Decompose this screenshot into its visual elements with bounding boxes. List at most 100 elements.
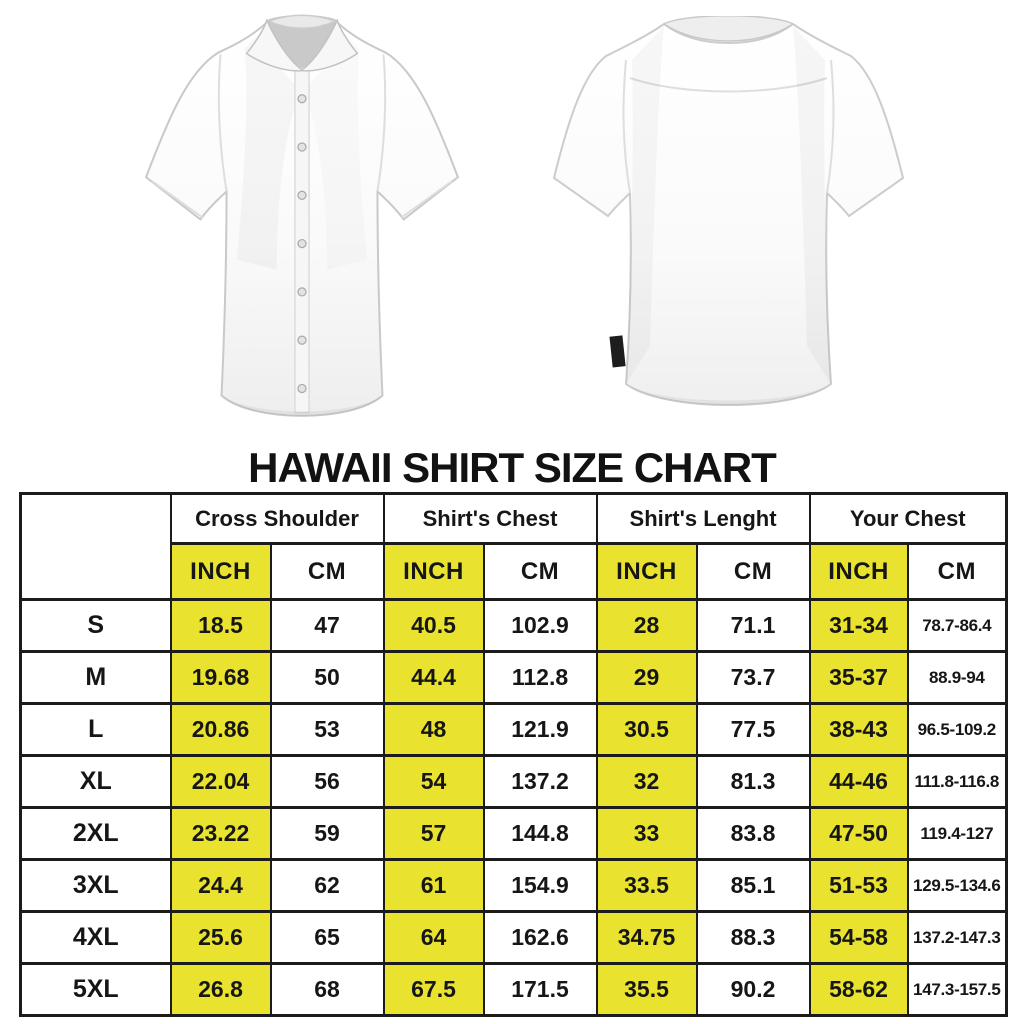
value-cell: 34.75	[595, 910, 698, 965]
value-cell: 19.68	[169, 650, 272, 705]
value-cell: 77.5	[695, 702, 811, 757]
value-cell: 29	[595, 650, 698, 705]
table-row-xl: XL 22.04 56 54 137.2 32 81.3 44-46 111.8…	[19, 754, 1008, 809]
unit-header-inch: INCH	[808, 542, 909, 601]
size-cell: M	[19, 650, 172, 705]
size-chart-table: Cross Shoulder Shirt's Chest Shirt's Len…	[19, 492, 1009, 1017]
unit-header-cm: CM	[482, 542, 598, 601]
value-cell: 59	[269, 806, 385, 861]
value-cell: 90.2	[695, 962, 811, 1017]
value-cell: 54	[382, 754, 485, 809]
value-cell: 162.6	[482, 910, 598, 965]
value-cell: 147.3-157.5	[906, 962, 1008, 1017]
value-cell: 71.1	[695, 598, 811, 653]
value-cell: 58-62	[808, 962, 909, 1017]
value-cell: 111.8-116.8	[906, 754, 1008, 809]
value-cell: 68	[269, 962, 385, 1017]
value-cell: 73.7	[695, 650, 811, 705]
unit-header-cm: CM	[269, 542, 385, 601]
value-cell: 81.3	[695, 754, 811, 809]
size-cell: 5XL	[19, 962, 172, 1017]
hem-tag	[609, 335, 626, 368]
value-cell: 88.9-94	[906, 650, 1008, 705]
shirt-buttons	[297, 94, 307, 394]
value-cell: 65	[269, 910, 385, 965]
value-cell: 18.5	[169, 598, 272, 653]
corner-cell	[19, 492, 172, 601]
value-cell: 33	[595, 806, 698, 861]
value-cell: 53	[269, 702, 385, 757]
value-cell: 78.7-86.4	[906, 598, 1008, 653]
value-cell: 30.5	[595, 702, 698, 757]
value-cell: 35.5	[595, 962, 698, 1017]
unit-header-inch: INCH	[595, 542, 698, 601]
value-cell: 40.5	[382, 598, 485, 653]
unit-header-cm: CM	[695, 542, 811, 601]
value-cell: 119.4-127	[906, 806, 1008, 861]
value-cell: 23.22	[169, 806, 272, 861]
table-row-4xl: 4XL 25.6 65 64 162.6 34.75 88.3 54-58 13…	[19, 910, 1008, 965]
value-cell: 67.5	[382, 962, 485, 1017]
value-cell: 54-58	[808, 910, 909, 965]
unit-header-cm: CM	[906, 542, 1008, 601]
value-cell: 137.2-147.3	[906, 910, 1008, 965]
value-cell: 121.9	[482, 702, 598, 757]
value-cell: 171.5	[482, 962, 598, 1017]
size-cell: S	[19, 598, 172, 653]
size-cell: 2XL	[19, 806, 172, 861]
value-cell: 144.8	[482, 806, 598, 861]
size-cell: 4XL	[19, 910, 172, 965]
table-row-3xl: 3XL 24.4 62 61 154.9 33.5 85.1 51-53 129…	[19, 858, 1008, 913]
value-cell: 56	[269, 754, 385, 809]
value-cell: 85.1	[695, 858, 811, 913]
column-group-shirts-lenght: Shirt's Lenght	[595, 492, 811, 545]
value-cell: 57	[382, 806, 485, 861]
value-cell: 64	[382, 910, 485, 965]
value-cell: 44.4	[382, 650, 485, 705]
value-cell: 47-50	[808, 806, 909, 861]
value-cell: 102.9	[482, 598, 598, 653]
table-row-5xl: 5XL 26.8 68 67.5 171.5 35.5 90.2 58-62 1…	[19, 962, 1008, 1017]
group-header-row: Cross Shoulder Shirt's Chest Shirt's Len…	[19, 492, 1008, 601]
value-cell: 83.8	[695, 806, 811, 861]
shirt-back-image	[552, 16, 905, 406]
value-cell: 137.2	[482, 754, 598, 809]
size-cell: XL	[19, 754, 172, 809]
value-cell: 51-53	[808, 858, 909, 913]
value-cell: 35-37	[808, 650, 909, 705]
table-row-m: M 19.68 50 44.4 112.8 29 73.7 35-37 88.9…	[19, 650, 1008, 705]
value-cell: 32	[595, 754, 698, 809]
value-cell: 47	[269, 598, 385, 653]
value-cell: 31-34	[808, 598, 909, 653]
value-cell: 48	[382, 702, 485, 757]
value-cell: 62	[269, 858, 385, 913]
unit-header-inch: INCH	[382, 542, 485, 601]
value-cell: 38-43	[808, 702, 909, 757]
page-title: HAWAII SHIRT SIZE CHART	[248, 444, 777, 491]
value-cell: 26.8	[169, 962, 272, 1017]
table-row-s: S 18.5 47 40.5 102.9 28 71.1 31-34 78.7-…	[19, 598, 1008, 653]
size-cell: L	[19, 702, 172, 757]
table-row-l: L 20.86 53 48 121.9 30.5 77.5 38-43 96.5…	[19, 702, 1008, 757]
column-group-shirts-chest: Shirt's Chest	[382, 492, 598, 545]
unit-header-inch: INCH	[169, 542, 272, 601]
value-cell: 112.8	[482, 650, 598, 705]
value-cell: 154.9	[482, 858, 598, 913]
column-group-cross-shoulder: Cross Shoulder	[169, 492, 385, 545]
shirt-front-image	[144, 14, 460, 417]
value-cell: 129.5-134.6	[906, 858, 1008, 913]
value-cell: 22.04	[169, 754, 272, 809]
table-row-2xl: 2XL 23.22 59 57 144.8 33 83.8 47-50 119.…	[19, 806, 1008, 861]
unit-header-row: INCH CM INCH CM INCH CM INCH CM	[20, 542, 1008, 601]
value-cell: 33.5	[595, 858, 698, 913]
column-group-your-chest: Your Chest	[808, 492, 1008, 545]
value-cell: 44-46	[808, 754, 909, 809]
size-cell: 3XL	[19, 858, 172, 913]
value-cell: 28	[595, 598, 698, 653]
value-cell: 25.6	[169, 910, 272, 965]
value-cell: 20.86	[169, 702, 272, 757]
value-cell: 61	[382, 858, 485, 913]
value-cell: 24.4	[169, 858, 272, 913]
